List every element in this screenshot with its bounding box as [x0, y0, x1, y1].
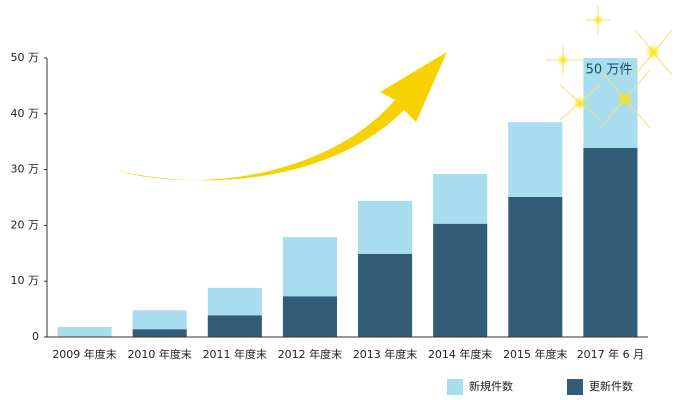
x-tick-label: 2011 年度末 [203, 347, 268, 361]
bar-segment [583, 147, 638, 337]
y-tick-label: 40 万 [11, 107, 40, 120]
bar-segment [358, 200, 413, 254]
bar-segment [132, 310, 187, 330]
y-tick-label: 20 万 [11, 218, 40, 231]
bar-segment [207, 315, 262, 337]
bar-segment [57, 326, 112, 337]
x-tick-label: 2009 年度末 [52, 347, 117, 361]
bar-segment [433, 223, 488, 337]
x-tick-label: 2014 年度末 [428, 347, 493, 361]
x-tick-label: 2012 年度末 [278, 347, 343, 361]
bar-segment [282, 296, 337, 337]
bar-segment [207, 287, 262, 316]
x-tick-label: 2017 年 6 月 [577, 347, 644, 361]
y-tick-label: 50 万 [11, 51, 40, 64]
sparkles [545, 5, 673, 129]
legend-label: 更新件数 [589, 379, 633, 393]
bar-segment [282, 237, 337, 297]
y-tick-label: 0 [32, 330, 39, 343]
x-tick-label: 2015 年度末 [503, 347, 568, 361]
bar-segment [358, 253, 413, 337]
legend-swatch [567, 379, 583, 395]
bar-segment [132, 329, 187, 337]
bar-segment [508, 196, 563, 337]
x-tick-label: 2010 年度末 [127, 347, 192, 361]
x-tick-label: 2013 年度末 [353, 347, 418, 361]
legend-label: 新規件数 [469, 379, 513, 393]
y-tick-label: 30 万 [11, 163, 40, 176]
bar-segment [433, 174, 488, 224]
annotation: 50 万件 [586, 63, 633, 78]
trend-arrow [115, 52, 447, 181]
y-tick-label: 10 万 [11, 274, 40, 287]
bar-segment [508, 122, 563, 197]
legend-swatch [447, 379, 463, 395]
